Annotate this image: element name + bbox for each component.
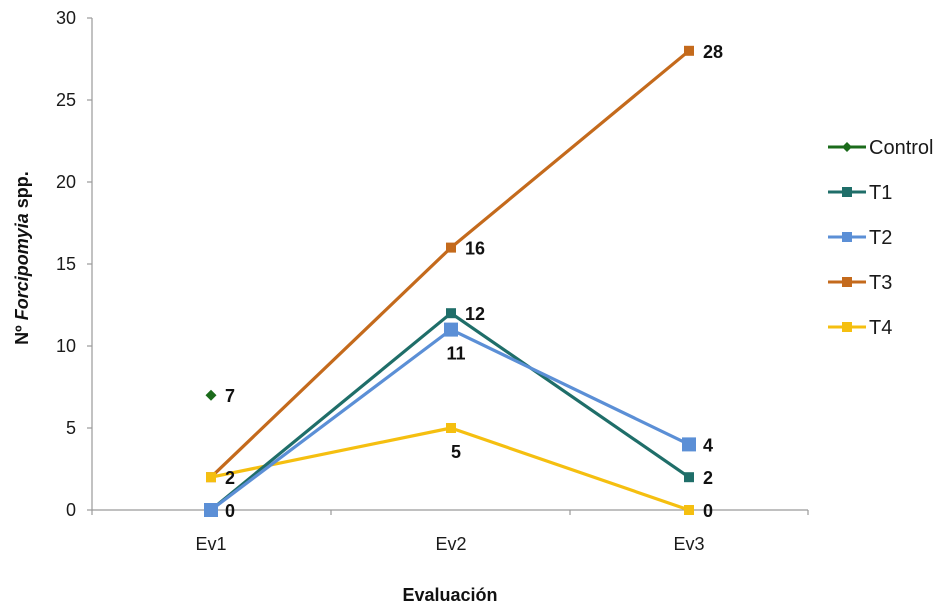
y-axis-title-prefix: Nº [12, 320, 32, 345]
y-tick-label: 15 [56, 254, 76, 274]
data-label: 0 [703, 501, 713, 521]
data-label: 2 [225, 468, 235, 488]
y-tick-label: 30 [56, 8, 76, 28]
marker-t4 [446, 423, 456, 433]
legend-label-t2: T2 [869, 227, 892, 249]
data-label: 5 [451, 442, 461, 462]
marker-t2 [682, 437, 696, 452]
marker-t2 [204, 503, 218, 517]
data-label: 0 [225, 501, 235, 521]
marker-t2 [444, 322, 458, 337]
x-tick-label: Ev2 [435, 534, 466, 554]
x-tick-label: Ev3 [673, 534, 704, 554]
y-tick-label: 20 [56, 172, 76, 192]
legend-label-control: Control [869, 137, 933, 159]
series-markers [204, 45, 696, 517]
legend-label-t4: T4 [869, 317, 892, 339]
marker-t3 [684, 45, 694, 56]
data-label: 11 [446, 344, 465, 364]
y-axis-title-suffix: spp. [12, 171, 32, 213]
y-axis-title-genus: Forcipomyia [12, 213, 32, 320]
y-axis-ticks: 0 5 10 15 20 25 30 [56, 8, 92, 520]
legend-marker-t4 [842, 322, 852, 332]
marker-t1 [446, 308, 456, 319]
data-label: 2 [703, 468, 713, 488]
legend: Control T1 T2 T3 T4 [828, 137, 933, 339]
series-line-t4 [210, 426, 690, 512]
data-label: 4 [703, 435, 713, 455]
x-axis-ticks: Ev1 Ev2 Ev3 [91, 510, 809, 554]
x-tick-label: Ev1 [195, 534, 226, 554]
y-tick-label: 0 [66, 500, 76, 520]
marker-t3 [446, 242, 456, 253]
legend-marker-control [842, 142, 852, 152]
data-label: 7 [225, 386, 235, 406]
data-label: 16 [465, 239, 485, 259]
data-label: 28 [703, 42, 723, 62]
x-axis-title: Evaluación [402, 585, 497, 605]
y-axis-title: Nº Forcipomyia spp. [12, 171, 32, 345]
legend-marker-t3 [842, 277, 852, 287]
y-tick-label: 25 [56, 90, 76, 110]
marker-t1 [684, 472, 694, 483]
legend-label-t1: T1 [869, 182, 892, 204]
series-line-t3 [209, 49, 691, 479]
y-tick-label: 10 [56, 336, 76, 356]
marker-t4 [684, 505, 694, 515]
data-label: 12 [465, 304, 485, 324]
legend-label-t3: T3 [869, 272, 892, 294]
legend-marker-t2 [842, 232, 852, 242]
marker-control [205, 389, 217, 401]
legend-marker-t1 [842, 187, 852, 197]
y-tick-label: 5 [66, 418, 76, 438]
chart-axes [91, 18, 808, 511]
marker-t4 [206, 472, 216, 483]
